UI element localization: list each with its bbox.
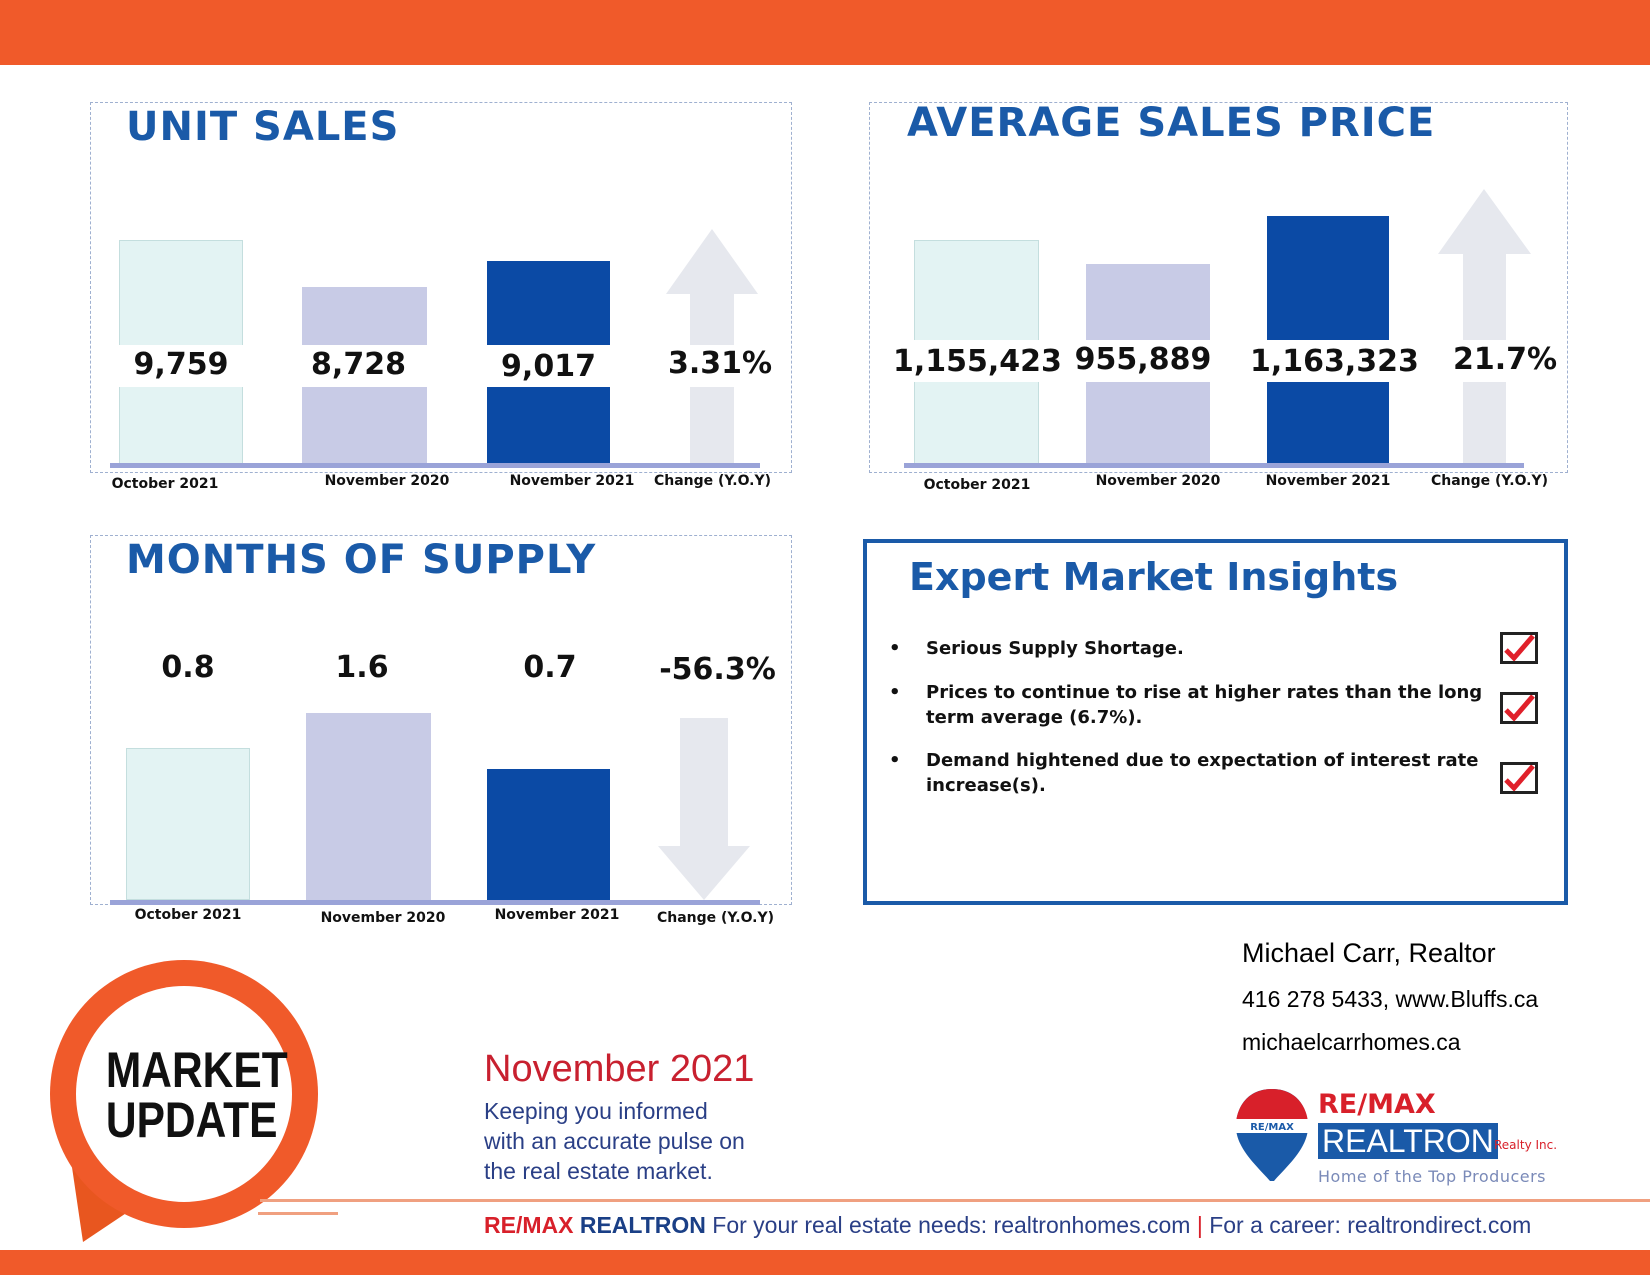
value-strip <box>110 345 760 387</box>
agent-site[interactable]: michaelcarrhomes.ca <box>1242 1029 1461 1055</box>
label-november-2021: November 2021 <box>509 473 635 489</box>
unit-sales-title: UNIT SALES <box>126 104 400 150</box>
value-november-2021: 0.7 <box>523 650 577 685</box>
logo-slogan: Home of the Top Producers <box>1318 1167 1547 1186</box>
badge-line-1: MARKET <box>105 1042 288 1098</box>
value-october-2021: 9,759 <box>133 347 229 382</box>
bottom-banner <box>0 1250 1650 1275</box>
arrow-down-icon <box>658 718 750 900</box>
insights-title: Expert Market Insights <box>909 555 1399 599</box>
footer-separator: | <box>1196 1212 1203 1238</box>
top-banner <box>0 0 1650 65</box>
months-supply-title: MONTHS OF SUPPLY <box>126 537 597 583</box>
label-november-2020: November 2020 <box>324 473 450 489</box>
logo-realtron: REALTRON <box>1318 1123 1498 1159</box>
footer-needs-link[interactable]: For your real estate needs: realtronhome… <box>712 1212 1191 1238</box>
label-change: Change (Y.O.Y) <box>1430 473 1549 489</box>
insight-item: • Serious Supply Shortage. <box>889 636 1529 661</box>
footer-realtron: REALTRON <box>579 1212 706 1238</box>
value-change: 21.7% <box>1452 342 1558 377</box>
baseline <box>110 900 760 905</box>
value-strip <box>900 340 1530 382</box>
value-october-2021: 0.8 <box>161 650 215 685</box>
logo-remax: RE/MAX <box>1318 1089 1436 1120</box>
value-november-2021: 1,163,323 <box>1250 344 1419 379</box>
avg-price-chart <box>900 180 1531 468</box>
label-november-2021: November 2021 <box>1265 473 1391 489</box>
agent-name: Michael Carr, Realtor <box>1242 938 1496 968</box>
insight-text: Prices to continue to rise at higher rat… <box>926 682 1483 728</box>
footer-career-link[interactable]: For a career: realtrondirect.com <box>1209 1212 1532 1238</box>
arrow-up-icon <box>1438 189 1531 466</box>
value-change: 3.31% <box>667 346 773 381</box>
avg-price-panel <box>869 102 1568 473</box>
footer-text: RE/MAX REALTRON For your real estate nee… <box>484 1212 1531 1239</box>
value-october-2021: 1,155,423 <box>893 344 1062 379</box>
bullet: • <box>889 750 901 771</box>
issue-month: November 2021 <box>484 1048 755 1090</box>
bar-november-2021 <box>487 769 610 900</box>
tagline: Keeping you informed with an accurate pu… <box>484 1096 745 1186</box>
months-supply-chart <box>110 700 760 905</box>
insight-item: • Demand hightened due to expectation of … <box>889 748 1529 798</box>
remax-balloon-logo-icon: RE/MAX <box>1236 1089 1308 1181</box>
market-update-badge-icon <box>50 960 338 1242</box>
unit-sales-panel <box>90 102 792 473</box>
logo-realty: Realty Inc. <box>1494 1138 1558 1152</box>
expert-insights-box: Expert Market Insights • Serious Supply S… <box>863 539 1568 905</box>
checkbox-checked-icon <box>1500 692 1538 724</box>
bullet: • <box>889 682 901 703</box>
insight-text: Serious Supply Shortage. <box>926 638 1184 659</box>
insight-text: Demand hightened due to expectation of i… <box>926 750 1479 796</box>
value-november-2020: 955,889 <box>1074 342 1212 377</box>
label-october-2021: October 2021 <box>134 907 242 923</box>
agent-phone-website[interactable]: 416 278 5433, www.Bluffs.ca <box>1242 986 1539 1012</box>
value-november-2020: 1.6 <box>335 650 389 685</box>
label-november-2020: November 2020 <box>1095 473 1221 489</box>
checkbox-checked-icon <box>1500 632 1538 664</box>
footer-divider <box>260 1199 1650 1202</box>
bar-november-2020 <box>306 713 431 900</box>
value-november-2021: 9,017 <box>501 349 596 384</box>
badge-line-2: UPDATE <box>105 1092 278 1148</box>
tagline-line: Keeping you informed <box>484 1098 708 1124</box>
label-change: Change (Y.O.Y) <box>653 473 772 489</box>
value-change: -56.3% <box>659 652 776 687</box>
baseline <box>904 463 1524 468</box>
label-october-2021: October 2021 <box>111 476 219 492</box>
footer-remax: RE/MAX <box>484 1212 574 1238</box>
label-october-2021: October 2021 <box>923 477 1031 493</box>
tagline-line: with an accurate pulse on <box>484 1128 745 1154</box>
market-update-label: MARKET UPDATE <box>105 1042 288 1148</box>
checkbox-checked-icon <box>1500 762 1538 794</box>
bar-october-2021 <box>126 748 250 900</box>
baseline <box>110 463 760 468</box>
avg-price-title: AVERAGE SALES PRICE <box>907 100 1436 146</box>
bullet: • <box>889 638 901 659</box>
label-november-2021: November 2021 <box>494 907 620 923</box>
label-change: Change (Y.O.Y) <box>656 910 775 926</box>
unit-sales-chart <box>110 180 760 468</box>
value-november-2020: 8,728 <box>311 347 406 382</box>
tagline-line: the real estate market. <box>484 1158 713 1184</box>
label-november-2020: November 2020 <box>320 910 446 926</box>
balloon-text: RE/MAX <box>1250 1122 1294 1133</box>
insight-item: • Prices to continue to rise at higher ra… <box>889 680 1529 730</box>
